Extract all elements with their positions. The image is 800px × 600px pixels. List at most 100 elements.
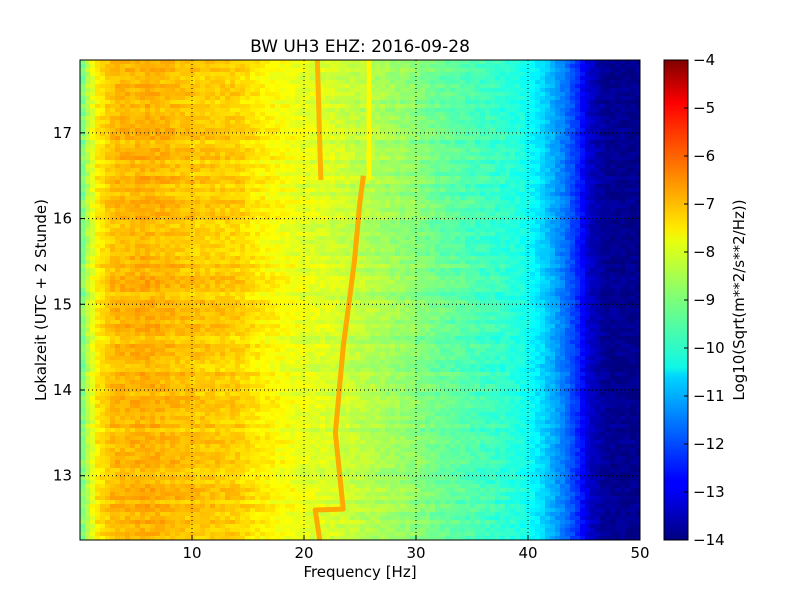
heatmap-cell xyxy=(105,188,111,193)
heatmap-cell xyxy=(305,164,311,169)
heatmap-cell xyxy=(165,124,171,129)
heatmap-cell xyxy=(580,132,586,137)
heatmap-cell xyxy=(380,60,386,65)
heatmap-cell xyxy=(550,120,556,125)
heatmap-cell xyxy=(475,128,481,133)
heatmap-cell xyxy=(580,196,586,201)
heatmap-cell xyxy=(490,176,496,181)
heatmap-cell xyxy=(130,140,136,145)
heatmap-cell xyxy=(255,216,261,221)
heatmap-cell xyxy=(470,112,476,117)
heatmap-cell xyxy=(420,68,426,73)
heatmap-cell xyxy=(260,208,266,213)
heatmap-cell xyxy=(80,184,86,189)
heatmap-cell xyxy=(175,184,181,189)
heatmap-cell xyxy=(400,196,406,201)
heatmap-cell xyxy=(200,176,206,181)
heatmap-cell xyxy=(165,92,171,97)
heatmap-cell xyxy=(110,192,116,197)
heatmap-cell xyxy=(260,220,266,225)
heatmap-cell xyxy=(125,100,131,105)
heatmap-cell xyxy=(275,128,281,133)
heatmap-cell xyxy=(575,188,581,193)
heatmap-cell xyxy=(560,152,566,157)
heatmap-cell xyxy=(330,224,336,229)
heatmap-cell xyxy=(250,224,256,229)
heatmap-cell xyxy=(560,212,566,217)
heatmap-cell xyxy=(170,204,176,209)
heatmap-cell xyxy=(370,200,376,205)
heatmap-cell xyxy=(240,116,246,121)
heatmap-cell xyxy=(115,92,121,97)
heatmap-cell xyxy=(275,188,281,193)
heatmap-cell xyxy=(95,212,101,217)
heatmap-cell xyxy=(450,108,456,113)
heatmap-cell xyxy=(245,60,251,65)
heatmap-cell xyxy=(545,76,551,81)
heatmap-cell xyxy=(265,236,271,241)
heatmap-cell xyxy=(320,120,326,125)
heatmap-cell xyxy=(495,164,501,169)
heatmap-cell xyxy=(475,64,481,69)
heatmap-cell xyxy=(525,188,531,193)
heatmap-cell xyxy=(410,188,416,193)
heatmap-cell xyxy=(300,224,306,229)
heatmap-cell xyxy=(255,148,261,153)
heatmap-cell xyxy=(585,132,591,137)
heatmap-cell xyxy=(110,164,116,169)
heatmap-cell xyxy=(175,152,181,157)
heatmap-cell xyxy=(300,60,306,65)
heatmap-cell xyxy=(605,220,611,225)
heatmap-cell xyxy=(610,140,616,145)
heatmap-cell xyxy=(345,196,351,201)
heatmap-cell xyxy=(440,100,446,105)
heatmap-cell xyxy=(550,88,556,93)
heatmap-cell xyxy=(175,188,181,193)
heatmap-cell xyxy=(425,156,431,161)
heatmap-cell xyxy=(190,76,196,81)
heatmap-cell xyxy=(210,108,216,113)
heatmap-cell xyxy=(600,172,606,177)
heatmap-cell xyxy=(225,172,231,177)
heatmap-cell xyxy=(260,216,266,221)
heatmap-cell xyxy=(375,164,381,169)
heatmap-cell xyxy=(235,236,241,241)
heatmap-cell xyxy=(80,140,86,145)
heatmap-cell xyxy=(530,192,536,197)
heatmap-cell xyxy=(445,160,451,165)
heatmap-cell xyxy=(550,108,556,113)
heatmap-cell xyxy=(135,88,141,93)
heatmap-cell xyxy=(405,100,411,105)
heatmap-cell xyxy=(135,188,141,193)
heatmap-cell xyxy=(220,92,226,97)
heatmap-cell xyxy=(570,220,576,225)
heatmap-cell xyxy=(235,120,241,125)
heatmap-cell xyxy=(235,196,241,201)
heatmap-cell xyxy=(340,192,346,197)
heatmap-cell xyxy=(90,156,96,161)
heatmap-cell xyxy=(485,100,491,105)
heatmap-cell xyxy=(280,224,286,229)
heatmap-cell xyxy=(540,152,546,157)
heatmap-cell xyxy=(605,196,611,201)
heatmap-cell xyxy=(575,212,581,217)
heatmap-cell xyxy=(580,160,586,165)
heatmap-cell xyxy=(140,68,146,73)
heatmap-cell xyxy=(245,160,251,165)
heatmap-cell xyxy=(605,228,611,233)
heatmap-cell xyxy=(150,164,156,169)
heatmap-cell xyxy=(590,76,596,81)
heatmap-cell xyxy=(315,160,321,165)
heatmap-cell xyxy=(470,188,476,193)
heatmap-cell xyxy=(405,136,411,141)
heatmap-cell xyxy=(80,112,86,117)
heatmap-cell xyxy=(440,168,446,173)
heatmap-cell xyxy=(260,148,266,153)
heatmap-cell xyxy=(405,120,411,125)
heatmap-cell xyxy=(530,168,536,173)
heatmap-cell xyxy=(120,148,126,153)
heatmap-cell xyxy=(190,68,196,73)
heatmap-cell xyxy=(610,180,616,185)
heatmap-cell xyxy=(305,100,311,105)
heatmap-cell xyxy=(275,108,281,113)
